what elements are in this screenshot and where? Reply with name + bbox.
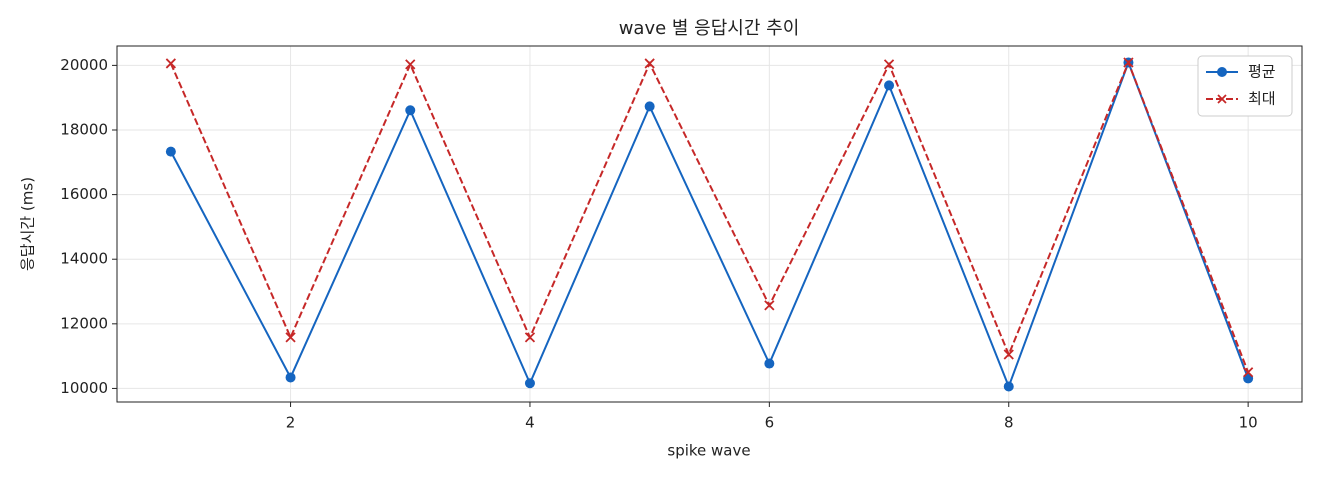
legend-marker (1217, 67, 1227, 77)
y-axis-label: 응답시간 (ms) (19, 177, 37, 271)
point (285, 372, 296, 383)
point (1243, 367, 1254, 378)
y-tick-label: 14000 (60, 250, 108, 268)
point (1003, 381, 1014, 392)
point (285, 332, 296, 343)
x-tick-label: 6 (765, 414, 775, 432)
y-tick-label: 16000 (60, 185, 108, 203)
x-tick-label: 8 (1004, 414, 1014, 432)
y-tick-label: 12000 (60, 314, 108, 332)
x-tick-label: 10 (1239, 414, 1258, 432)
point (405, 59, 416, 70)
plot-frame (116, 45, 1303, 403)
point (405, 105, 416, 116)
point (1003, 349, 1014, 360)
x-axis-label: spike wave (667, 442, 750, 460)
legend-label: 최대 (1248, 90, 1276, 108)
point (644, 101, 655, 112)
point (764, 358, 775, 369)
point (884, 80, 895, 91)
y-tick-label: 18000 (60, 120, 108, 138)
point (764, 300, 775, 311)
point (524, 332, 536, 343)
legend-label: 평균 (1248, 63, 1276, 81)
y-tick-label: 10000 (60, 379, 108, 397)
point (644, 58, 655, 69)
point (524, 378, 535, 389)
point (165, 146, 176, 157)
x-tick-label: 2 (286, 414, 296, 432)
y-tick-label: 20000 (60, 56, 108, 74)
chart-title: wave 별 응답시간 추이 (619, 18, 800, 39)
legend-box (1197, 55, 1293, 117)
legend-marker (1217, 94, 1227, 104)
x-tick-label: 4 (525, 414, 535, 432)
series-line (169, 59, 1250, 390)
series-line (169, 59, 1250, 373)
point (883, 59, 895, 70)
point (1123, 57, 1134, 68)
point (165, 58, 177, 69)
